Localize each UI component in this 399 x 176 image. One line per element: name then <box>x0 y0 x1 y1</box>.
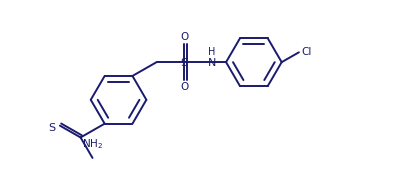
Text: Cl: Cl <box>302 47 312 57</box>
Text: O: O <box>180 33 188 42</box>
Text: H: H <box>208 47 216 57</box>
Text: N: N <box>208 58 216 68</box>
Text: S: S <box>180 58 187 68</box>
Text: NH$_2$: NH$_2$ <box>82 137 103 151</box>
Text: S: S <box>48 123 55 133</box>
Text: O: O <box>180 82 188 92</box>
